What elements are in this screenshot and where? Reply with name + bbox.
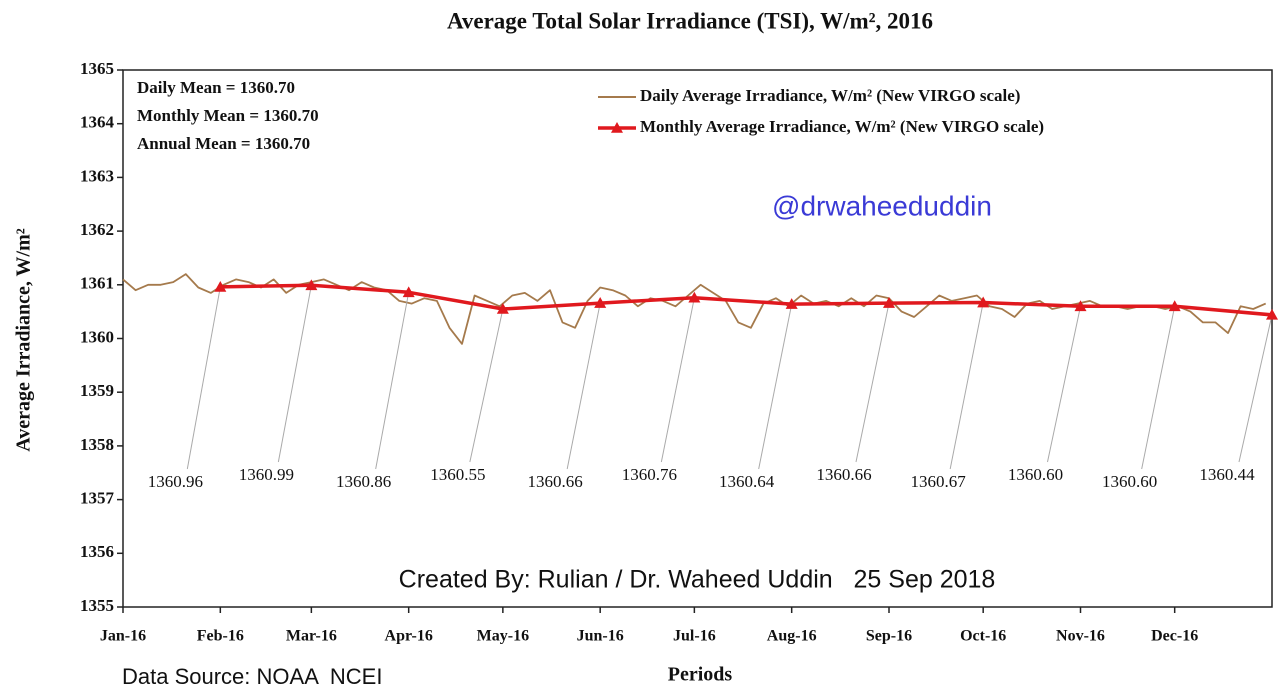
value-label: 1360.44: [1199, 465, 1255, 484]
monthly-marker: [305, 279, 318, 291]
monthly-marker: [1266, 308, 1278, 320]
monthly-marker: [785, 298, 798, 309]
chart-title: Average Total Solar Irradiance (TSI), W/…: [447, 8, 933, 33]
leader-line: [1141, 306, 1176, 470]
legend-label: Monthly Average Irradiance, W/m² (New VI…: [640, 117, 1044, 136]
x-tick-label: Feb-16: [197, 628, 244, 645]
y-tick-label: 1360: [80, 327, 114, 346]
monthly-marker: [1074, 300, 1087, 312]
legend-label: Daily Average Irradiance, W/m² (New VIRG…: [640, 86, 1020, 105]
source: Data Source: NOAA NCEI: [122, 664, 382, 688]
x-tick-label: Dec-16: [1151, 628, 1198, 645]
value-label: 1360.60: [1102, 472, 1157, 491]
monthly-marker: [496, 302, 509, 314]
value-label: 1360.64: [719, 472, 775, 491]
y-axis-label: Average Irradiance, W/m²: [13, 228, 35, 452]
leader-line: [660, 297, 695, 463]
series-line: [122, 273, 1267, 345]
leader-line: [186, 286, 221, 470]
leader-line: [1238, 314, 1273, 463]
x-tick-label: Apr-16: [385, 628, 433, 645]
monthly-marker: [977, 296, 990, 308]
leader-line: [566, 302, 601, 470]
y-tick-label: 1357: [80, 489, 115, 508]
y-tick-label: 1359: [80, 381, 114, 400]
value-label: 1360.55: [430, 465, 485, 484]
y-tick-label: 1365: [80, 59, 114, 78]
y-tick-label: 1361: [80, 274, 114, 293]
leader-line: [855, 302, 890, 463]
value-label: 1360.60: [1008, 465, 1063, 484]
value-label: 1360.66: [528, 472, 583, 491]
monthly-marker: [402, 286, 415, 298]
monthly-marker: [688, 291, 701, 303]
value-label: 1360.76: [622, 465, 677, 484]
x-axis-label: Periods: [668, 664, 733, 686]
legend-marker: [611, 122, 623, 133]
annotation: Monthly Mean = 1360.70: [137, 106, 319, 125]
series-line: [220, 283, 1273, 317]
value-label: 1360.66: [816, 465, 871, 484]
leader-line: [949, 302, 984, 470]
y-tick-label: 1362: [80, 220, 114, 239]
credit: Created By: Rulian / Dr. Waheed Uddin 25…: [399, 566, 996, 594]
value-label: 1360.67: [911, 472, 967, 491]
value-label: 1360.96: [148, 472, 203, 491]
y-tick-label: 1358: [80, 435, 114, 454]
y-tick-label: 1355: [80, 596, 114, 615]
watermark: @drwaheeduddin: [772, 190, 992, 221]
x-tick-label: Sep-16: [866, 628, 912, 645]
value-label: 1360.86: [336, 472, 391, 491]
y-tick-label: 1356: [80, 542, 114, 561]
x-tick-label: Aug-16: [767, 628, 817, 645]
x-tick-label: Mar-16: [286, 628, 337, 645]
monthly-marker: [883, 297, 895, 308]
leader-line: [1047, 306, 1081, 463]
y-tick-label: 1364: [80, 113, 115, 132]
annotation: Annual Mean = 1360.70: [137, 134, 310, 153]
x-tick-label: Jun-16: [577, 628, 624, 645]
y-tick-label: 1363: [80, 166, 114, 185]
monthly-marker: [1168, 300, 1181, 312]
x-tick-label: Jan-16: [100, 628, 146, 645]
leader-line: [375, 292, 410, 470]
monthly-marker: [214, 280, 227, 292]
annotation: Daily Mean = 1360.70: [137, 78, 295, 97]
leader-line: [277, 285, 312, 463]
leader-line: [469, 308, 504, 463]
value-label: 1360.99: [239, 465, 294, 484]
leader-line: [758, 304, 793, 470]
x-tick-label: Nov-16: [1056, 628, 1105, 645]
x-tick-label: Oct-16: [960, 628, 1006, 645]
x-tick-label: Jul-16: [673, 628, 716, 645]
monthly-marker: [594, 297, 607, 308]
x-tick-label: May-16: [477, 628, 529, 645]
